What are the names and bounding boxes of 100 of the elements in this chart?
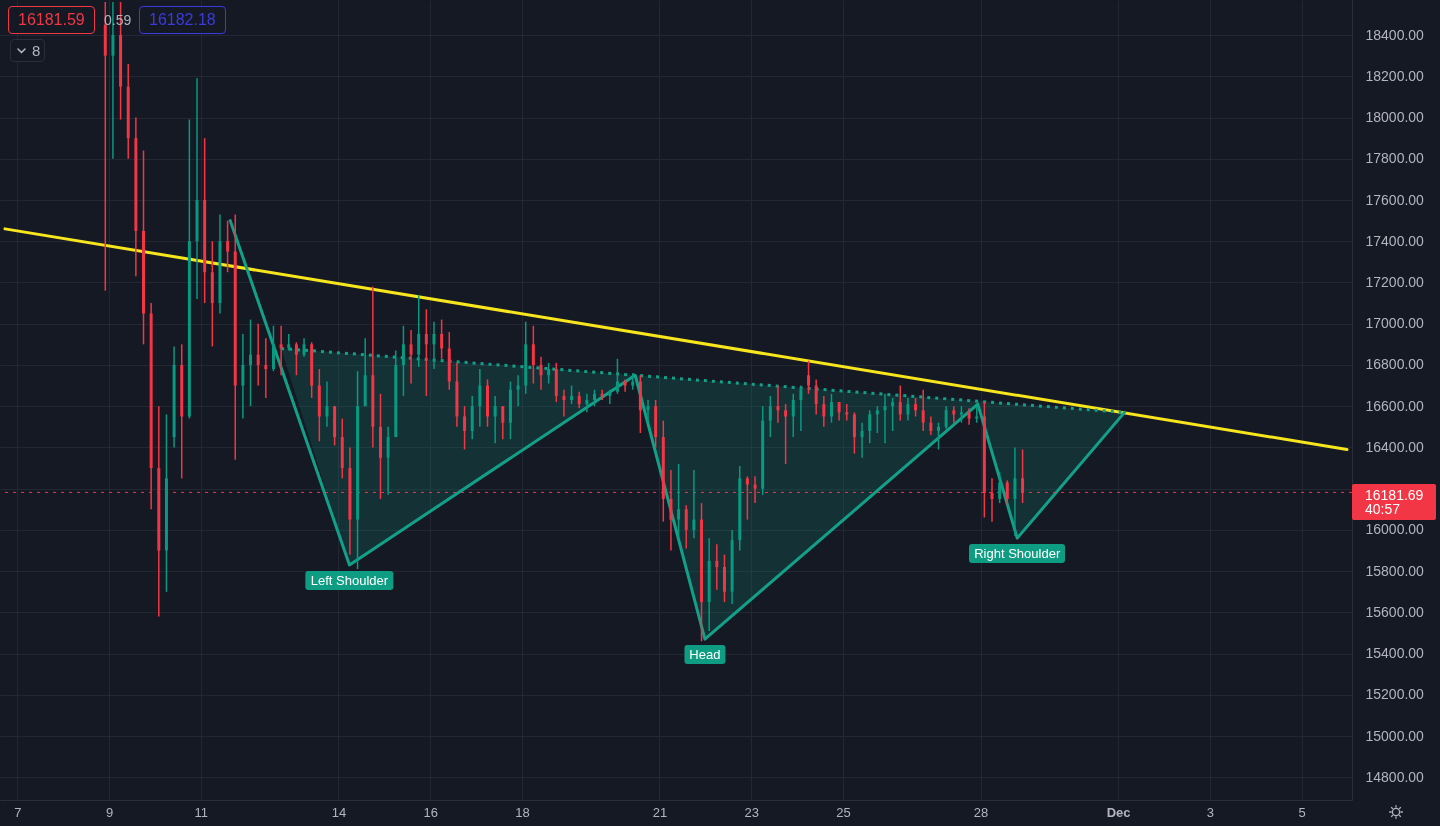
candlestick bbox=[829, 393, 833, 424]
candlestick bbox=[768, 395, 772, 438]
candlestick bbox=[585, 393, 589, 414]
candlestick bbox=[1021, 448, 1025, 504]
candlestick bbox=[921, 388, 925, 432]
candlestick bbox=[615, 358, 619, 395]
y-tick-label: 17800.00 bbox=[1365, 150, 1425, 167]
candlestick bbox=[424, 308, 428, 397]
x-tick-label: 23 bbox=[744, 804, 759, 820]
candlestick bbox=[279, 325, 283, 377]
candlestick bbox=[264, 337, 268, 399]
candlestick bbox=[845, 403, 849, 422]
x-tick-label: 14 bbox=[331, 804, 347, 820]
price-tag: 16181.69 40:57 bbox=[1352, 484, 1436, 521]
x-tick-label: 9 bbox=[106, 804, 114, 820]
x-tick-label: 18 bbox=[515, 804, 530, 820]
candlestick bbox=[241, 333, 245, 420]
x-tick-label: 28 bbox=[973, 804, 989, 820]
candlestick bbox=[891, 397, 895, 432]
x-tick-label: 21 bbox=[652, 804, 668, 820]
candlestick bbox=[791, 393, 795, 438]
x-tick-label: 7 bbox=[14, 804, 22, 820]
candlestick bbox=[807, 360, 811, 395]
candlestick bbox=[486, 378, 489, 428]
y-tick-label: 17000.00 bbox=[1365, 315, 1425, 332]
candlestick bbox=[531, 325, 535, 385]
price-box: 16181.59 bbox=[8, 6, 95, 34]
candlestick bbox=[294, 341, 298, 377]
y-tick-label: 15000.00 bbox=[1365, 727, 1425, 744]
candlestick bbox=[409, 329, 413, 385]
candlestick bbox=[386, 426, 390, 496]
candlestick bbox=[837, 401, 841, 422]
candlestick bbox=[906, 397, 910, 422]
annotation: Right Shoulder bbox=[974, 546, 1061, 562]
candlestick bbox=[493, 395, 497, 445]
x-tick-label: 5 bbox=[1298, 804, 1306, 820]
annotation: 16181.59 bbox=[18, 11, 85, 28]
x-tick-label: Dec bbox=[1106, 804, 1131, 820]
y-tick-label: 16600.00 bbox=[1365, 397, 1425, 414]
y-tick-label: 15200.00 bbox=[1365, 686, 1425, 703]
candlestick bbox=[952, 405, 956, 424]
candlestick bbox=[814, 378, 818, 416]
candlestick bbox=[1013, 446, 1017, 537]
x-tick-label: 3 bbox=[1206, 804, 1214, 820]
candlestick bbox=[684, 504, 688, 550]
candlestick bbox=[440, 318, 444, 360]
y-tick-label: 17600.00 bbox=[1365, 191, 1425, 208]
y-tick-label: 18200.00 bbox=[1365, 67, 1425, 84]
label-tag: Head bbox=[684, 645, 726, 665]
candlestick bbox=[593, 388, 597, 407]
candlestick bbox=[936, 421, 940, 451]
candlestick bbox=[256, 322, 260, 387]
x-tick-label: 25 bbox=[836, 804, 851, 820]
y-tick-label: 16400.00 bbox=[1365, 438, 1425, 455]
dropdown-button: 8 bbox=[10, 39, 45, 62]
y-tick-label: 16000.00 bbox=[1365, 521, 1425, 538]
candlestick bbox=[677, 463, 681, 539]
candlestick bbox=[249, 318, 253, 407]
candlestick bbox=[463, 405, 467, 451]
candlestick bbox=[478, 368, 482, 428]
y-tick-label: 16800.00 bbox=[1365, 356, 1425, 373]
x-tick-label: 11 bbox=[194, 804, 209, 820]
candlestick bbox=[776, 384, 780, 424]
candlestick bbox=[944, 405, 948, 430]
y-tick-label: 17400.00 bbox=[1365, 232, 1425, 249]
y-tick-label: 18400.00 bbox=[1365, 26, 1425, 43]
candlestick bbox=[325, 380, 329, 428]
candlestick bbox=[860, 421, 864, 459]
annotation: Head bbox=[689, 647, 721, 663]
candlestick bbox=[516, 374, 520, 407]
candlestick bbox=[868, 409, 872, 445]
candlestick bbox=[547, 362, 551, 385]
candlestick bbox=[715, 543, 719, 591]
candlestick bbox=[226, 219, 230, 273]
candlestick bbox=[646, 399, 650, 424]
annotation: 16182.18 bbox=[149, 11, 216, 28]
price-box: 16182.18 bbox=[139, 6, 226, 34]
candlestick bbox=[539, 355, 543, 391]
y-tick-label: 14800.00 bbox=[1365, 768, 1425, 785]
candlestick bbox=[914, 397, 918, 418]
candlestick bbox=[998, 471, 1002, 504]
candlestick bbox=[898, 384, 902, 422]
candlestick bbox=[784, 403, 788, 465]
candlestick bbox=[852, 411, 856, 455]
candlestick bbox=[570, 384, 574, 405]
annotation: Left Shoulder bbox=[310, 572, 389, 588]
label-tag: Right Shoulder bbox=[969, 544, 1066, 564]
candlestick bbox=[562, 388, 566, 418]
candlestick bbox=[608, 388, 612, 405]
y-tick-label: 15800.00 bbox=[1365, 562, 1425, 579]
y-tick-label: 15600.00 bbox=[1365, 603, 1425, 620]
candlestick bbox=[142, 149, 146, 346]
candlestick bbox=[692, 469, 696, 539]
ref-line-label: 16181.69 bbox=[1365, 487, 1425, 504]
candlestick bbox=[929, 415, 933, 436]
candlestick bbox=[501, 405, 505, 440]
y-tick-label: 15400.00 bbox=[1365, 645, 1425, 662]
candlestick bbox=[822, 395, 826, 428]
candlestick bbox=[600, 388, 604, 401]
annotation: 8 bbox=[32, 42, 41, 59]
